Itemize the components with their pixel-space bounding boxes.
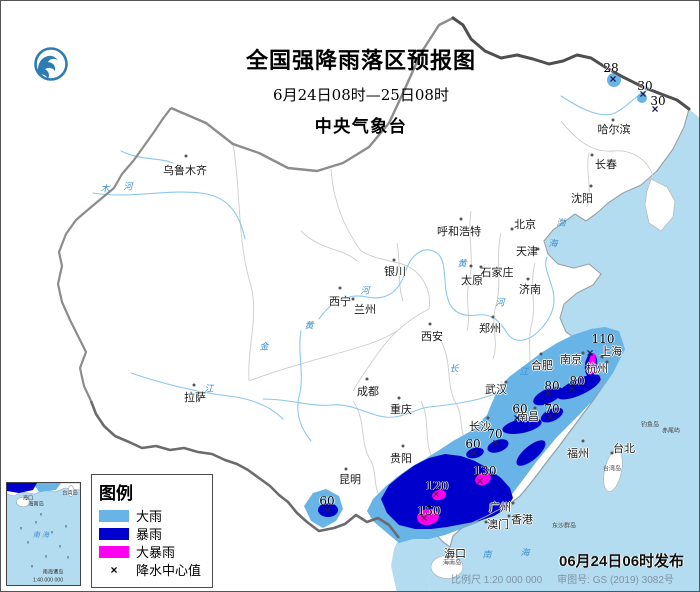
- legend-items: 大雨暴雨大暴雨 × 降水中心值: [99, 509, 205, 579]
- rainstorm-areas: [318, 353, 602, 529]
- issue-time: 06月24日06时发布: [559, 553, 685, 570]
- precip-center-symbol: ×: [110, 562, 118, 577]
- coastline: [449, 351, 614, 548]
- map-meta: 比例尺 1:20 000 000 审图号: GS (2019) 3082号: [451, 571, 674, 586]
- legend-item: 大暴雨: [99, 545, 205, 560]
- legend-item-label: 大暴雨: [136, 545, 176, 560]
- legend-item-label: 暴雨: [136, 527, 163, 542]
- south-china-sea-inset: [6, 482, 81, 586]
- legend-title: 图例: [99, 484, 133, 503]
- legend-swatch: [99, 527, 129, 540]
- west-border: [56, 107, 172, 402]
- legend: 图例 大雨暴雨大暴雨 × 降水中心值: [91, 474, 213, 588]
- legend-swatch: [99, 509, 129, 522]
- heavy-rainstorm-areas: [417, 353, 596, 526]
- east-sea-area: [427, 109, 699, 591]
- inset-islands: [20, 513, 69, 572]
- legend-item: × 降水中心值: [99, 562, 205, 579]
- legend-item: 大雨: [99, 509, 205, 524]
- forecast-period: 6月24日08时—25日08时: [273, 86, 449, 104]
- korea-peninsula: [644, 178, 676, 232]
- southwest-border: [89, 400, 401, 539]
- taiwan-island: [603, 449, 623, 493]
- province-borders: [232, 120, 654, 500]
- map-scale: 比例尺 1:20 000 000: [451, 575, 543, 586]
- page-title: 全国强降雨落区预报图: [245, 48, 476, 73]
- cma-logo: [33, 46, 69, 82]
- title-block: 全国强降雨落区预报图 6月24日08时—25日08时 中央气象台: [181, 43, 541, 137]
- legend-item: 暴雨: [99, 527, 205, 542]
- legend-swatch: [99, 545, 129, 558]
- map-license-number: 审图号: GS (2019) 3082号: [557, 575, 674, 586]
- north-border: [170, 16, 454, 173]
- agency-name: 中央气象台: [314, 117, 408, 136]
- legend-item-label: 降水中心值: [136, 563, 202, 578]
- gulf-of-tonkin: [391, 529, 450, 591]
- northeast-border: [451, 16, 691, 111]
- legend-item-label: 大雨: [136, 509, 163, 524]
